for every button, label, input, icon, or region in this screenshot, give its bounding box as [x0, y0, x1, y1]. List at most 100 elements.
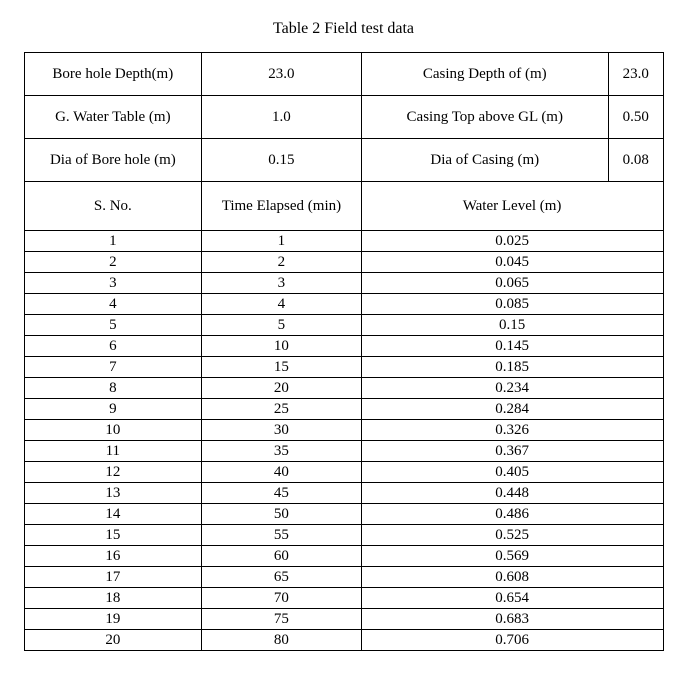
table-row: 15550.525 [24, 525, 663, 546]
cell-time: 70 [202, 588, 361, 609]
cell-level: 0.234 [361, 378, 663, 399]
cell-time: 75 [202, 609, 361, 630]
cell-level: 0.185 [361, 357, 663, 378]
cell-level: 0.025 [361, 231, 663, 252]
cell-sno: 16 [24, 546, 202, 567]
table-row: 13450.448 [24, 483, 663, 504]
cell-sno: 6 [24, 336, 202, 357]
meta-label: Casing Top above GL (m) [361, 96, 608, 139]
table-row: 220.045 [24, 252, 663, 273]
cell-level: 0.065 [361, 273, 663, 294]
meta-value: 23.0 [202, 53, 361, 96]
meta-value: 0.50 [608, 96, 663, 139]
cell-time: 25 [202, 399, 361, 420]
cell-sno: 10 [24, 420, 202, 441]
cell-sno: 14 [24, 504, 202, 525]
meta-row: Dia of Bore hole (m)0.15Dia of Casing (m… [24, 139, 663, 182]
cell-time: 5 [202, 315, 361, 336]
meta-value: 1.0 [202, 96, 361, 139]
table-row: 19750.683 [24, 609, 663, 630]
cell-time: 10 [202, 336, 361, 357]
meta-row: G. Water Table (m)1.0Casing Top above GL… [24, 96, 663, 139]
cell-level: 0.367 [361, 441, 663, 462]
col-header-sno: S. No. [24, 182, 202, 231]
cell-time: 60 [202, 546, 361, 567]
cell-time: 50 [202, 504, 361, 525]
meta-label: Dia of Casing (m) [361, 139, 608, 182]
cell-level: 0.145 [361, 336, 663, 357]
table-row: 8200.234 [24, 378, 663, 399]
cell-level: 0.486 [361, 504, 663, 525]
cell-time: 3 [202, 273, 361, 294]
cell-level: 0.326 [361, 420, 663, 441]
cell-sno: 8 [24, 378, 202, 399]
table-row: 9250.284 [24, 399, 663, 420]
meta-value: 23.0 [608, 53, 663, 96]
cell-level: 0.448 [361, 483, 663, 504]
meta-value: 0.08 [608, 139, 663, 182]
cell-time: 35 [202, 441, 361, 462]
meta-label: Casing Depth of (m) [361, 53, 608, 96]
cell-sno: 7 [24, 357, 202, 378]
table-row: 440.085 [24, 294, 663, 315]
cell-level: 0.654 [361, 588, 663, 609]
table-title: Table 2 Field test data [20, 20, 667, 38]
cell-time: 1 [202, 231, 361, 252]
cell-level: 0.525 [361, 525, 663, 546]
cell-sno: 2 [24, 252, 202, 273]
meta-label: Bore hole Depth(m) [24, 53, 202, 96]
cell-sno: 15 [24, 525, 202, 546]
cell-level: 0.683 [361, 609, 663, 630]
cell-level: 0.085 [361, 294, 663, 315]
cell-sno: 11 [24, 441, 202, 462]
cell-sno: 5 [24, 315, 202, 336]
table-row: 7150.185 [24, 357, 663, 378]
cell-level: 0.569 [361, 546, 663, 567]
meta-label: Dia of Bore hole (m) [24, 139, 202, 182]
cell-level: 0.405 [361, 462, 663, 483]
cell-sno: 4 [24, 294, 202, 315]
table-row: 110.025 [24, 231, 663, 252]
table-row: 330.065 [24, 273, 663, 294]
field-test-table: Bore hole Depth(m)23.0Casing Depth of (m… [24, 52, 664, 651]
col-header-level: Water Level (m) [361, 182, 663, 231]
cell-level: 0.045 [361, 252, 663, 273]
cell-level: 0.284 [361, 399, 663, 420]
meta-value: 0.15 [202, 139, 361, 182]
table-row: 18700.654 [24, 588, 663, 609]
table-row: 550.15 [24, 315, 663, 336]
cell-sno: 20 [24, 630, 202, 651]
cell-time: 55 [202, 525, 361, 546]
table-row: 14500.486 [24, 504, 663, 525]
cell-sno: 17 [24, 567, 202, 588]
cell-time: 30 [202, 420, 361, 441]
meta-label: G. Water Table (m) [24, 96, 202, 139]
header-row: S. No.Time Elapsed (min)Water Level (m) [24, 182, 663, 231]
table-row: 12400.405 [24, 462, 663, 483]
table-row: 16600.569 [24, 546, 663, 567]
cell-time: 80 [202, 630, 361, 651]
cell-sno: 9 [24, 399, 202, 420]
cell-level: 0.608 [361, 567, 663, 588]
cell-time: 15 [202, 357, 361, 378]
cell-sno: 3 [24, 273, 202, 294]
cell-time: 45 [202, 483, 361, 504]
cell-sno: 1 [24, 231, 202, 252]
cell-time: 20 [202, 378, 361, 399]
table-row: 11350.367 [24, 441, 663, 462]
table-row: 10300.326 [24, 420, 663, 441]
cell-level: 0.706 [361, 630, 663, 651]
cell-time: 2 [202, 252, 361, 273]
cell-time: 65 [202, 567, 361, 588]
col-header-time: Time Elapsed (min) [202, 182, 361, 231]
cell-sno: 12 [24, 462, 202, 483]
cell-sno: 18 [24, 588, 202, 609]
cell-level: 0.15 [361, 315, 663, 336]
cell-time: 40 [202, 462, 361, 483]
cell-sno: 19 [24, 609, 202, 630]
table-row: 17650.608 [24, 567, 663, 588]
cell-sno: 13 [24, 483, 202, 504]
meta-row: Bore hole Depth(m)23.0Casing Depth of (m… [24, 53, 663, 96]
cell-time: 4 [202, 294, 361, 315]
table-row: 6100.145 [24, 336, 663, 357]
